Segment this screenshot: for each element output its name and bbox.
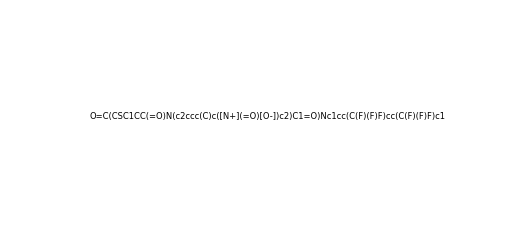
Text: O=C(CSC1CC(=O)N(c2ccc(C)c([N+](=O)[O-])c2)C1=O)Nc1cc(C(F)(F)F)cc(C(F)(F)F)c1: O=C(CSC1CC(=O)N(c2ccc(C)c([N+](=O)[O-])c… <box>89 111 445 120</box>
